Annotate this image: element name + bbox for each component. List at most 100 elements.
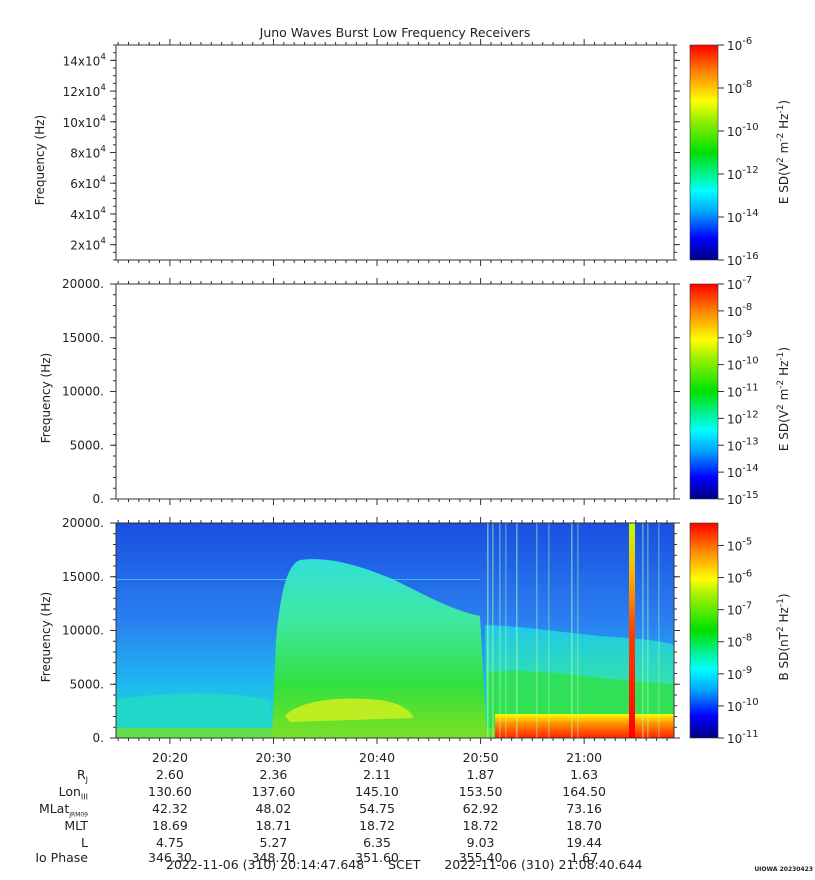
spectrogram [116, 523, 674, 738]
ephemeris-value: 18.71 [255, 818, 292, 833]
time-system: SCET [388, 857, 421, 872]
panel-3-colorbar [689, 522, 719, 739]
ephemeris-value: 348.70 [251, 850, 296, 865]
y-tick-label: 10x104 [63, 114, 107, 130]
ephemeris-value: 19.44 [566, 835, 603, 850]
end-time: 2022-11-06 (310) 21:08:40.644 [444, 857, 643, 872]
ephemeris-label: MLatJRM09 [38, 801, 88, 819]
colorbar-tick-label: 10-6 [727, 569, 752, 586]
streak [571, 523, 573, 738]
streak [492, 523, 494, 738]
y-tick-label: 2x104 [70, 237, 106, 253]
ephemeris-value: 351.60 [355, 850, 399, 865]
ephemeris-value: 2.36 [259, 767, 288, 782]
x-tick-label: 20:20 [152, 750, 188, 765]
colorbar-tick-label: 10-8 [727, 302, 752, 319]
ephemeris-label: RJ [76, 767, 88, 785]
ephemeris-label: L [81, 835, 88, 850]
y-tick-label: 15000. [62, 570, 104, 584]
panel-2-y-axis-label: Frequency (Hz) [39, 353, 53, 444]
y-tick-label: 4x104 [70, 206, 106, 222]
streak [516, 523, 518, 738]
panel-1: 2x104 4x104 6x104 8x104 10x104 12x104 14x104 F… [33, 36, 791, 268]
panel-3-colorbar-label: B SD(nT2 Hz-1) [776, 593, 791, 680]
spectrogram-low-freq-band [116, 728, 674, 738]
ephemeris-value: 137.60 [251, 784, 296, 799]
spectrogram-hot-patch [285, 698, 414, 722]
ephemeris-value: 42.32 [152, 801, 188, 816]
panel-1-colorbar-label: E SD(V2 m-2 Hz-1) [776, 100, 791, 204]
colorbar-tick-label: 10-6 [727, 36, 752, 53]
streak [536, 523, 538, 738]
ephemeris-value: 18.72 [359, 818, 395, 833]
ephemeris-value: 355.40 [458, 850, 503, 865]
ephemeris-value: 153.50 [458, 784, 503, 799]
panel-2-y-tick-labels: 20000. 15000. 10000. 5000. 0. [62, 277, 104, 506]
y-tick-label: 5000. [70, 677, 104, 691]
colorbar-tick-label: 10-10 [727, 697, 759, 714]
y-tick-label: 20000. [62, 516, 104, 530]
colorbar-tick-label: 10-11 [727, 729, 759, 746]
y-tick-label: 5000. [70, 438, 104, 452]
panel-3-y-axis-label: Frequency (Hz) [39, 592, 53, 683]
ephemeris-value: 73.16 [566, 801, 603, 816]
chart-title: Juno Waves Burst Low Frequency Receivers [259, 25, 531, 40]
y-tick-label: 15000. [62, 331, 104, 345]
x-tick-label: 20:40 [359, 750, 395, 765]
streak [487, 523, 489, 738]
ephemeris-label-subscript: J [85, 775, 88, 785]
y-tick-label: 10000. [62, 624, 104, 638]
colorbar-tick-label: 10-14 [727, 463, 759, 480]
y-tick-label: 6x104 [70, 175, 106, 191]
panel-3-x-tick-labels: 20:20 20:30 20:40 20:50 21:00 [152, 750, 602, 765]
ephemeris-value: 1.87 [466, 767, 495, 782]
ephemeris-label: Io Phase [35, 850, 88, 865]
time-range-footer: 2022-11-06 (310) 20:14:47.648 SCET 2022-… [166, 857, 643, 872]
colorbar-tick-label: 10-10 [727, 356, 759, 373]
ephemeris-value: 48.02 [255, 801, 292, 816]
colorbar-tick-label: 10-10 [727, 122, 759, 139]
ephemeris-value: 18.70 [566, 818, 603, 833]
spectrogram-main-emission [272, 559, 487, 738]
ephemeris-value: 62.92 [462, 801, 499, 816]
panel-1-colorbar [689, 44, 719, 261]
ephemeris-value: 4.75 [155, 835, 184, 850]
panel-3-y-tick-labels: 20000. 15000. 10000. 5000. 0. [62, 516, 104, 745]
ephemeris-value: 18.72 [462, 818, 499, 833]
ephemeris-value: 2.60 [155, 767, 184, 782]
ephemeris-value: 5.27 [259, 835, 288, 850]
colorbar-tick-label: 10-14 [727, 208, 759, 225]
spectrogram-low-band [116, 693, 270, 738]
ephemeris-label: MLT [64, 818, 88, 833]
ephemeris-value: 346.30 [148, 850, 192, 865]
ephemeris-value: 164.50 [562, 784, 606, 799]
panel-3: 20000. 15000. 10000. 5000. 0. 20:20 20:30 20:4… [39, 516, 791, 765]
ephemeris-value: 6.35 [363, 835, 391, 850]
panel-1-colorbar-ticks: 10-6 10-8 10-10 10-12 10-14 10-16 [718, 36, 759, 268]
x-tick-label: 20:50 [463, 750, 499, 765]
panel-1-y-tick-labels: 2x104 4x104 6x104 8x104 10x104 12x104 14x104 [63, 52, 107, 252]
panel-2-colorbar-label: E SD(V2 m-2 Hz-1) [776, 347, 791, 451]
streak [577, 523, 579, 738]
colorbar-tick-label: 10-12 [727, 409, 759, 426]
ephemeris-value: 18.69 [152, 818, 188, 833]
colorbar-tick-label: 10-12 [727, 165, 759, 182]
streak [499, 523, 501, 738]
ephemeris-value: 9.03 [466, 835, 495, 850]
panel-1-ticks [110, 39, 680, 266]
streak [642, 523, 644, 738]
colorbar-tick-label: 10-15 [727, 490, 759, 507]
ephemeris-label-subscript: JRM09 [69, 811, 88, 819]
ephemeris-value: 145.10 [355, 784, 399, 799]
panel-2-plot-area [115, 283, 675, 500]
streak [658, 523, 660, 738]
colorbar-tick-label: 10-9 [727, 665, 752, 682]
x-tick-label: 21:00 [566, 750, 602, 765]
colorbar-tick-label: 10-16 [727, 251, 759, 268]
credit-stamp: UIOWA 20230423 [754, 866, 813, 873]
ephemeris-value: 54.75 [359, 801, 395, 816]
y-tick-label: 14x104 [63, 52, 107, 68]
colorbar-tick-label: 10-7 [727, 275, 752, 292]
colorbar-tick-label: 10-8 [727, 79, 752, 96]
start-time: 2022-11-06 (310) 20:14:47.648 [166, 857, 365, 872]
